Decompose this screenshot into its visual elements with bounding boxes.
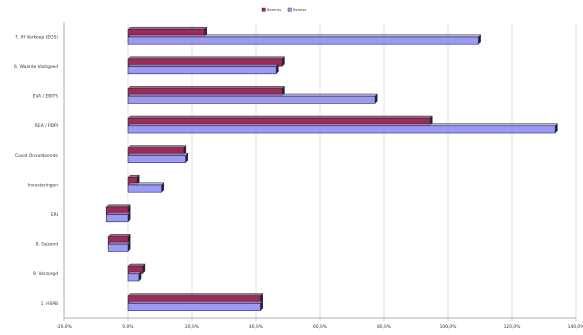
x-tick-label: 100,0% [440, 324, 457, 330]
bar-top-face [127, 86, 286, 89]
legend-label: Bsmrus [267, 7, 281, 12]
bar-2-eri [105, 211, 131, 223]
x-tick-label: 40,0% [249, 324, 263, 330]
bar-top-face [127, 56, 286, 60]
bar-front-face [127, 155, 186, 163]
x-tick-label: 80,0% [377, 324, 391, 330]
x-tick-label: 0,0% [122, 324, 133, 330]
bar-top-face [127, 64, 279, 67]
bar-front-face [105, 214, 129, 223]
x-tick-label: -20,0% [56, 324, 72, 330]
bar-top-face [105, 204, 131, 208]
y-category-label: 8. Gezond [36, 242, 58, 248]
bar-top-face [127, 93, 378, 97]
y-category-label: 1. HSPB [41, 301, 58, 307]
y-category-label: EVA / EBITS [33, 94, 59, 100]
y-category-label: Covid Onvoldoende [15, 153, 58, 159]
bar-top-face [127, 115, 433, 119]
x-tick-label: 140,0% [568, 324, 583, 330]
bar-top-face [127, 300, 264, 304]
bar-top-face [127, 26, 208, 30]
bar-2-9-verzorgd [127, 270, 142, 282]
bar-top-face [105, 212, 131, 215]
legend-swatch [287, 7, 292, 12]
bar-top-face [127, 293, 264, 297]
bar-2-eva-ebits [127, 93, 378, 105]
x-tick-label: 120,0% [504, 324, 521, 330]
axes [63, 22, 577, 321]
bar-front-face [127, 273, 140, 282]
bar-front-face [127, 36, 479, 45]
bar-1-rea-pdpi [127, 115, 433, 127]
bar-2-7-ih-verkoop-egs- [127, 34, 482, 45]
legend-label: Bsmiss [293, 7, 306, 12]
bar-top-face [127, 152, 189, 156]
bar-top-face [107, 241, 131, 245]
bar-top-face [127, 182, 165, 186]
bar-front-face [127, 95, 376, 104]
bars [105, 26, 559, 312]
bar-2-6-waarde-vastgoed [127, 63, 279, 75]
bar-1-eri [105, 204, 131, 215]
x-tick-label: 20,0% [185, 324, 199, 330]
labels: -20,0% 0,0% 20,0% 40,0% 60,0% 80,0% 100,0% 120,… [14, 34, 583, 330]
bar-front-face [127, 184, 162, 193]
bar-2-covid-onvoldoende [127, 152, 189, 164]
bar-2-investeringen [127, 182, 165, 193]
y-category-label: Investeringen [28, 182, 58, 188]
y-category-label: 9. Verzorgd [33, 271, 58, 277]
bar-1-7-ih-verkoop-egs- [127, 26, 208, 38]
bar-front-face [107, 243, 129, 252]
y-category-label: ERI [51, 212, 58, 218]
bar-1-eva-ebits [127, 85, 286, 97]
bar-top-face [127, 145, 187, 149]
bar-2-rea-pdpi [127, 122, 559, 134]
bar-top-face [107, 234, 131, 237]
y-category-label: REA / PDPI [35, 123, 58, 129]
bar-1-investeringen [127, 174, 140, 186]
bar-top-face [127, 263, 146, 267]
bar-2-8-gezond [107, 241, 131, 253]
y-category-label: 7. IH Verkoop (EGS) [15, 34, 58, 40]
bar-front-face [127, 303, 261, 311]
y-category-label: 6. Waarde Vastgoed [14, 64, 58, 70]
bar-front-face [127, 66, 277, 75]
bar-1-8-gezond [107, 233, 131, 245]
bar-2-1-hspb [127, 300, 264, 312]
x-tick-label: 60,0% [313, 324, 327, 330]
bar-top-face [127, 123, 559, 127]
bar-top-face [127, 34, 482, 38]
bar-front-face [127, 125, 556, 134]
legend-swatch [261, 7, 266, 12]
legend: Bsmrus Bsmiss [261, 7, 306, 12]
